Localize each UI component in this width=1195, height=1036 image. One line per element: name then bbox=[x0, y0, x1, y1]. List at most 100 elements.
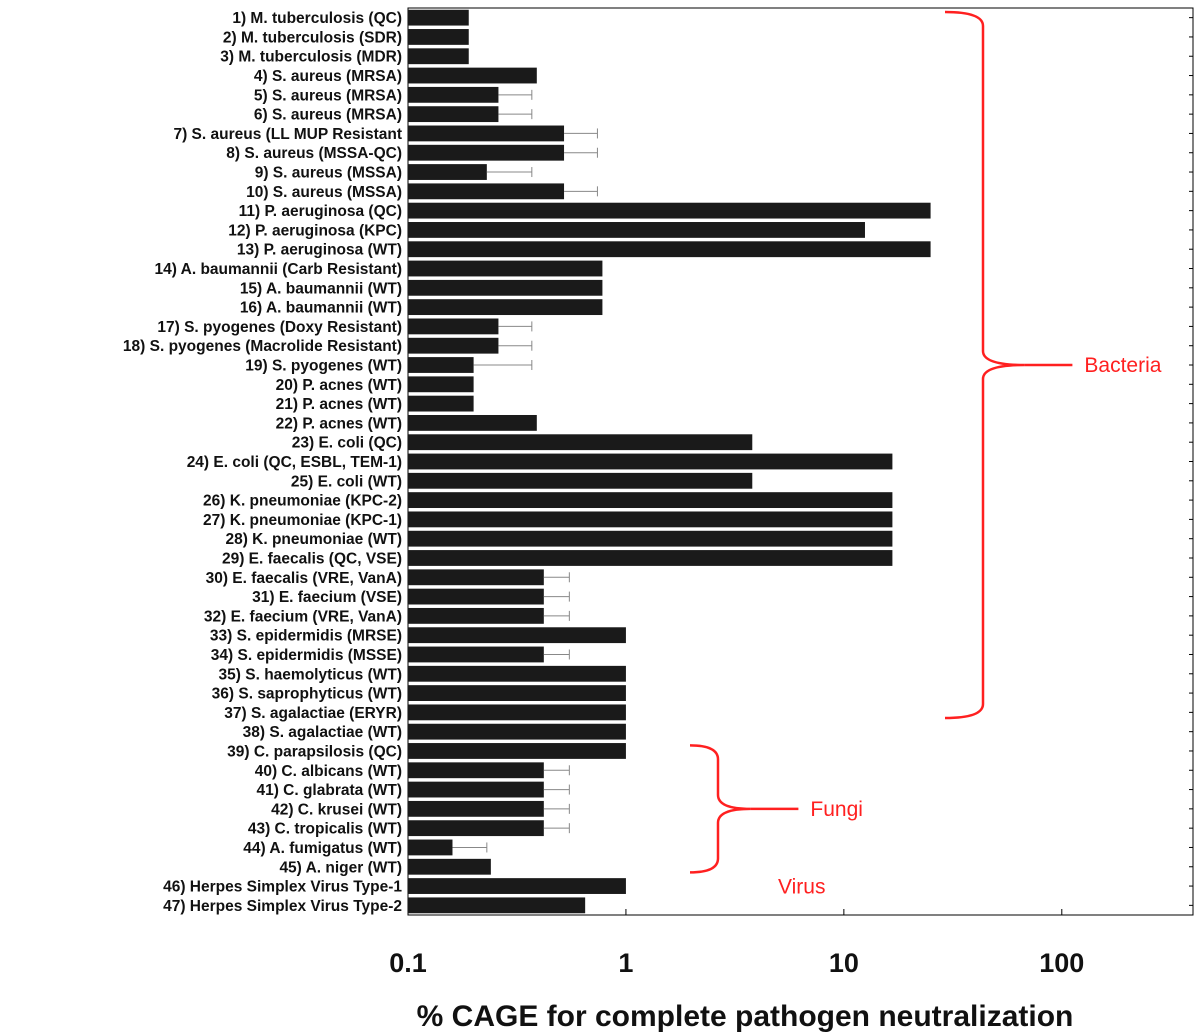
category-label: 25) E. coli (WT) bbox=[291, 473, 402, 490]
category-label: 19) S. pyogenes (WT) bbox=[245, 358, 402, 375]
group-label: Bacteria bbox=[1084, 354, 1161, 377]
bar bbox=[408, 762, 544, 779]
category-label: 30) E. faecalis (VRE, VanA) bbox=[206, 570, 402, 587]
x-tick-label: 1 bbox=[618, 948, 633, 978]
error-bars-layer bbox=[452, 89, 598, 853]
bar bbox=[408, 48, 469, 65]
group-brace bbox=[689, 744, 751, 874]
category-label: 36) S. saprophyticus (WT) bbox=[212, 686, 402, 703]
x-tick-label: 0.1 bbox=[389, 948, 427, 978]
category-label: 40) C. albicans (WT) bbox=[255, 763, 402, 780]
category-label: 22) P. acnes (WT) bbox=[276, 415, 402, 432]
bar bbox=[408, 897, 586, 914]
bar bbox=[408, 453, 893, 470]
category-label: 5) S. aureus (MRSA) bbox=[254, 87, 402, 104]
category-label: 24) E. coli (QC, ESBL, TEM-1) bbox=[187, 454, 402, 471]
category-label: 37) S. agalactiae (ERYR) bbox=[224, 705, 402, 722]
category-label: 16) A. baumannii (WT) bbox=[240, 300, 402, 317]
category-label: 4) S. aureus (MRSA) bbox=[254, 68, 402, 85]
bar bbox=[408, 29, 469, 45]
bar bbox=[408, 202, 931, 219]
category-label: 1) M. tuberculosis (QC) bbox=[232, 10, 402, 27]
bar bbox=[408, 164, 487, 180]
bar bbox=[408, 607, 544, 624]
bar bbox=[408, 472, 753, 489]
bar bbox=[408, 723, 626, 740]
bar bbox=[408, 279, 603, 296]
category-label: 44) A. fumigatus (WT) bbox=[243, 840, 402, 857]
category-label: 28) K. pneumoniae (WT) bbox=[225, 531, 402, 548]
category-label: 35) S. haemolyticus (WT) bbox=[219, 666, 402, 683]
bar bbox=[408, 550, 893, 566]
category-label: 12) P. aeruginosa (KPC) bbox=[228, 222, 402, 239]
category-label: 18) S. pyogenes (Macrolide Resistant) bbox=[123, 338, 402, 355]
category-label: 7) S. aureus (LL MUP Resistant bbox=[173, 126, 402, 143]
category-label: 15) A. baumannii (WT) bbox=[240, 280, 402, 297]
category-label: 34) S. epidermidis (MSSE) bbox=[211, 647, 402, 664]
category-label: 10) S. aureus (MSSA) bbox=[246, 184, 402, 201]
category-label: 43) C. tropicalis (WT) bbox=[248, 821, 402, 838]
category-label: 11) P. aeruginosa (QC) bbox=[239, 203, 402, 220]
bar bbox=[408, 511, 893, 528]
bar bbox=[408, 665, 626, 682]
category-label: 45) A. niger (WT) bbox=[279, 859, 402, 876]
bar bbox=[408, 704, 626, 721]
bar bbox=[408, 588, 544, 605]
bars-layer bbox=[408, 9, 931, 914]
bar bbox=[408, 318, 499, 335]
bar bbox=[408, 685, 626, 701]
category-label: 17) S. pyogenes (Doxy Resistant) bbox=[157, 319, 402, 336]
bar bbox=[408, 492, 893, 509]
group-label: Fungi bbox=[810, 798, 863, 821]
x-tick-label: 10 bbox=[829, 948, 859, 978]
bar bbox=[408, 299, 603, 316]
category-label: 29) E. faecalis (QC, VSE) bbox=[222, 550, 402, 567]
category-label: 33) S. epidermidis (MRSE) bbox=[210, 628, 402, 645]
bar bbox=[408, 106, 499, 123]
bar bbox=[408, 9, 469, 26]
bar bbox=[408, 241, 931, 258]
bar bbox=[408, 878, 626, 894]
bar bbox=[408, 646, 544, 663]
bar bbox=[408, 395, 474, 412]
x-axis-label: % CAGE for complete pathogen neutralizat… bbox=[417, 1000, 1074, 1033]
category-label: 14) A. baumannii (Carb Resistant) bbox=[155, 261, 402, 278]
category-label: 42) C. krusei (WT) bbox=[271, 801, 402, 818]
group-annotations: Bacteria Fungi Virus bbox=[689, 10, 1162, 899]
category-label: 3) M. tuberculosis (MDR) bbox=[220, 49, 402, 66]
bar bbox=[408, 743, 626, 759]
category-label: 6) S. aureus (MRSA) bbox=[254, 107, 402, 124]
bar bbox=[408, 260, 603, 277]
category-label: 2) M. tuberculosis (SDR) bbox=[223, 29, 402, 46]
x-tick-label: 100 bbox=[1039, 948, 1084, 978]
category-label: 47) Herpes Simplex Virus Type-2 bbox=[163, 898, 402, 915]
bar bbox=[408, 627, 626, 644]
category-label: 31) E. faecium (VSE) bbox=[252, 589, 402, 606]
category-label: 13) P. aeruginosa (WT) bbox=[237, 242, 402, 259]
bar bbox=[408, 222, 865, 238]
category-label: 9) S. aureus (MSSA) bbox=[255, 165, 402, 182]
bar bbox=[408, 183, 565, 200]
bar bbox=[408, 800, 544, 817]
category-label: 27) K. pneumoniae (KPC-1) bbox=[203, 512, 402, 529]
group-brace bbox=[944, 10, 1025, 720]
group-label: Virus bbox=[778, 876, 825, 899]
bar bbox=[408, 434, 753, 451]
category-label: 38) S. agalactiae (WT) bbox=[243, 724, 402, 741]
bar bbox=[408, 569, 544, 586]
bar bbox=[408, 67, 537, 84]
bar bbox=[408, 781, 544, 798]
category-label: 21) P. acnes (WT) bbox=[276, 396, 402, 413]
category-label: 39) C. parapsilosis (QC) bbox=[227, 743, 402, 760]
x-tick-labels: 0.1 1 10 100 bbox=[389, 948, 1084, 978]
bar bbox=[408, 414, 537, 431]
bar bbox=[408, 858, 491, 875]
bar bbox=[408, 839, 453, 856]
category-label: 23) E. coli (QC) bbox=[292, 435, 402, 452]
category-label: 26) K. pneumoniae (KPC-2) bbox=[203, 493, 402, 510]
category-labels: 1) M. tuberculosis (QC) 2) M. tuberculosi… bbox=[123, 10, 402, 915]
bar bbox=[408, 530, 893, 547]
bar bbox=[408, 820, 544, 837]
bar bbox=[408, 125, 565, 142]
